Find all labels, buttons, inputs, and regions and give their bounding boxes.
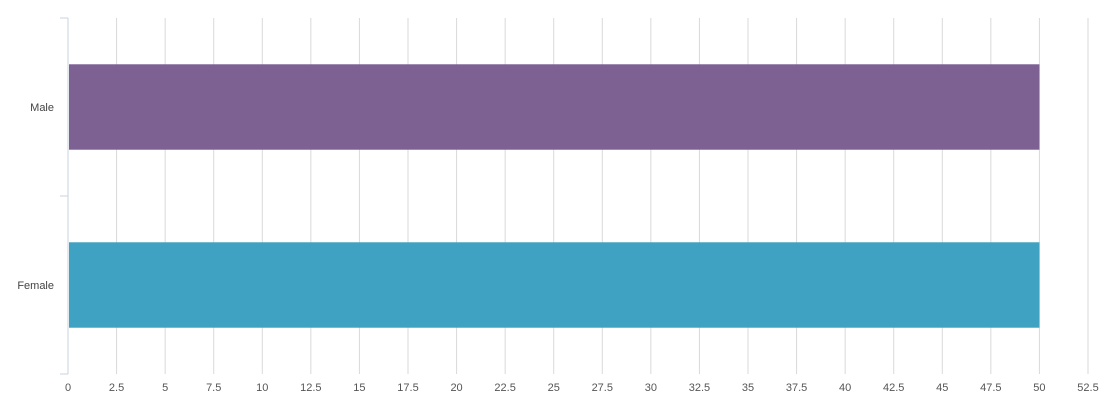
x-tick-label: 32.5 — [689, 382, 710, 394]
x-tick-label: 5 — [162, 382, 168, 394]
x-tick-label: 20 — [450, 382, 462, 394]
x-tick-label: 50 — [1033, 382, 1045, 394]
x-tick-label: 25 — [548, 382, 560, 394]
x-tick-label: 35 — [742, 382, 754, 394]
category-label-female: Female — [17, 280, 54, 292]
x-tick-label: 27.5 — [592, 382, 613, 394]
x-tick-label: 7.5 — [206, 382, 221, 394]
x-tick-label: 10 — [256, 382, 268, 394]
x-tick-label: 2.5 — [109, 382, 124, 394]
x-axis-ticks: 0 2.5 5 7.5 10 12.5 15 17.5 20 22.5 25 27.5 30 32.5 35… — [65, 382, 1099, 394]
bar-male[interactable] — [69, 64, 1040, 150]
bars — [69, 64, 1040, 328]
x-tick-label: 42.5 — [883, 382, 904, 394]
x-tick-label: 45 — [936, 382, 948, 394]
x-tick-label: 47.5 — [980, 382, 1001, 394]
y-axis: Male Female — [17, 17, 69, 375]
x-tick-label: 40 — [839, 382, 851, 394]
category-label-male: Male — [30, 102, 54, 114]
x-tick-label: 12.5 — [300, 382, 321, 394]
x-tick-label: 22.5 — [494, 382, 515, 394]
x-tick-label: 37.5 — [786, 382, 807, 394]
x-tick-label: 15 — [353, 382, 365, 394]
x-tick-label: 52.5 — [1077, 382, 1098, 394]
x-tick-label: 17.5 — [397, 382, 418, 394]
x-tick-label: 0 — [65, 382, 71, 394]
bar-female[interactable] — [69, 242, 1040, 328]
x-tick-label: 30 — [645, 382, 657, 394]
